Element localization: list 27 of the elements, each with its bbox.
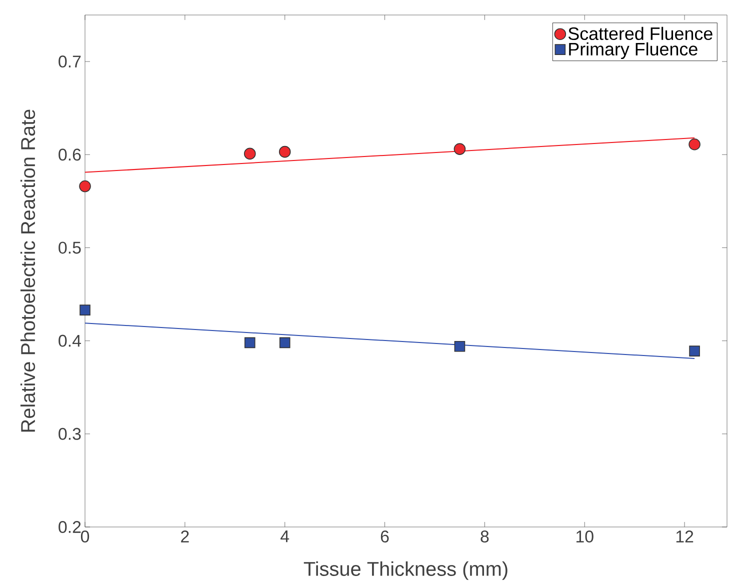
x-tick-label: 10: [576, 530, 594, 543]
legend-label: Primary Fluence: [569, 42, 698, 60]
x-axis-title: Tissue Thickness (mm): [304, 561, 508, 580]
y-tick-label: 0.3: [58, 428, 81, 440]
y-tick-label: 0.6: [58, 148, 81, 161]
point: [278, 146, 291, 158]
point: [454, 340, 466, 352]
point: [279, 337, 290, 348]
point: [244, 337, 256, 348]
y-tick-label: 0.5: [58, 242, 81, 254]
point: [244, 148, 256, 160]
legend-label: Scattered Fluence: [568, 26, 712, 40]
point: [689, 346, 700, 356]
point: [79, 180, 91, 192]
x-tick-label: 4: [280, 530, 290, 542]
y-tick-label: 0.7: [58, 56, 81, 68]
point: [80, 304, 90, 316]
y-axis-title: Relative Photoelectric Reaction Rate: [20, 110, 36, 432]
x-tick-label: 2: [181, 530, 189, 542]
x-tick-label: 8: [480, 530, 489, 543]
y-tick-label: 0.2: [58, 520, 81, 533]
x-tick-label: 12: [676, 530, 694, 542]
x-tick-label: 6: [380, 530, 389, 543]
point: [688, 138, 700, 150]
y-tick-label: 0.4: [58, 334, 81, 347]
x-tick-label: 0: [80, 530, 90, 543]
point: [454, 143, 466, 155]
